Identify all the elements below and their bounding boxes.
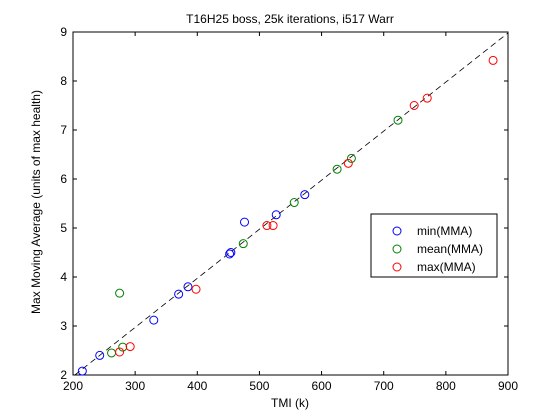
fit-line (74, 32, 509, 376)
y-tick-label: 5 (60, 221, 67, 235)
x-tick-label: 200 (63, 379, 83, 393)
data-point (488, 55, 498, 65)
legend-label: mean(MMA) (417, 242, 483, 256)
data-point (409, 101, 419, 110)
x-tick-label: 800 (436, 379, 456, 393)
legend: min(MMA) mean(MMA) max(MMA) (370, 213, 498, 278)
legend-marker (392, 244, 402, 254)
data-point (346, 153, 356, 163)
data-point (118, 342, 128, 352)
y-tick-label: 8 (60, 74, 67, 88)
data-point (174, 289, 184, 299)
data-point (240, 217, 250, 227)
data-point (226, 248, 236, 257)
data-point (289, 198, 299, 208)
y-tick-label: 6 (60, 172, 67, 186)
data-point (271, 210, 281, 220)
y-tick-label: 4 (60, 270, 67, 284)
data-point (149, 315, 159, 325)
y-tick-label: 2 (60, 368, 67, 382)
data-point (183, 282, 193, 292)
x-tick-label: 500 (249, 379, 269, 393)
data-point (422, 93, 432, 103)
x-tick-label: 300 (125, 379, 145, 393)
data-point (332, 164, 342, 174)
legend-label: min(MMA) (417, 224, 472, 238)
data-point (343, 158, 353, 168)
series-2 (115, 55, 498, 357)
x-tick-label: 700 (374, 379, 394, 393)
points-layer (77, 55, 498, 376)
data-point (115, 347, 125, 357)
x-axis-label: TMI (k) (271, 396, 309, 410)
data-point (238, 239, 248, 249)
data-point (125, 342, 135, 352)
x-tick-label: 400 (187, 379, 207, 393)
data-point (225, 249, 235, 259)
chart-title: T16H25 boss, 25k iterations, i517 Warr (186, 12, 394, 26)
plot-area: 200 300 400 500 600 700 800 900 2 3 4 5 6 7 8 9 (60, 25, 518, 393)
data-point (268, 221, 278, 231)
series-0 (77, 190, 310, 376)
y-axis-label: Max Moving Average (units of max health) (29, 90, 43, 314)
legend-label: max(MMA) (417, 260, 476, 274)
x-tick-label: 600 (312, 379, 332, 393)
data-point (300, 190, 310, 200)
fit-layer (74, 32, 509, 376)
ticks-layer: 200 300 400 500 600 700 800 900 2 3 4 5 6 7 8 9 (60, 25, 518, 393)
data-point (115, 288, 125, 298)
legend-marker (392, 262, 402, 272)
data-point (262, 221, 272, 231)
data-point (393, 115, 403, 125)
y-tick-label: 9 (60, 25, 67, 39)
data-point (77, 366, 87, 376)
y-tick-label: 3 (60, 319, 67, 333)
legend-box (370, 213, 498, 278)
y-tick-label: 7 (60, 123, 67, 137)
legend-marker (392, 226, 402, 236)
data-point (95, 350, 105, 360)
data-point (191, 284, 201, 294)
x-tick-label: 900 (498, 379, 518, 393)
